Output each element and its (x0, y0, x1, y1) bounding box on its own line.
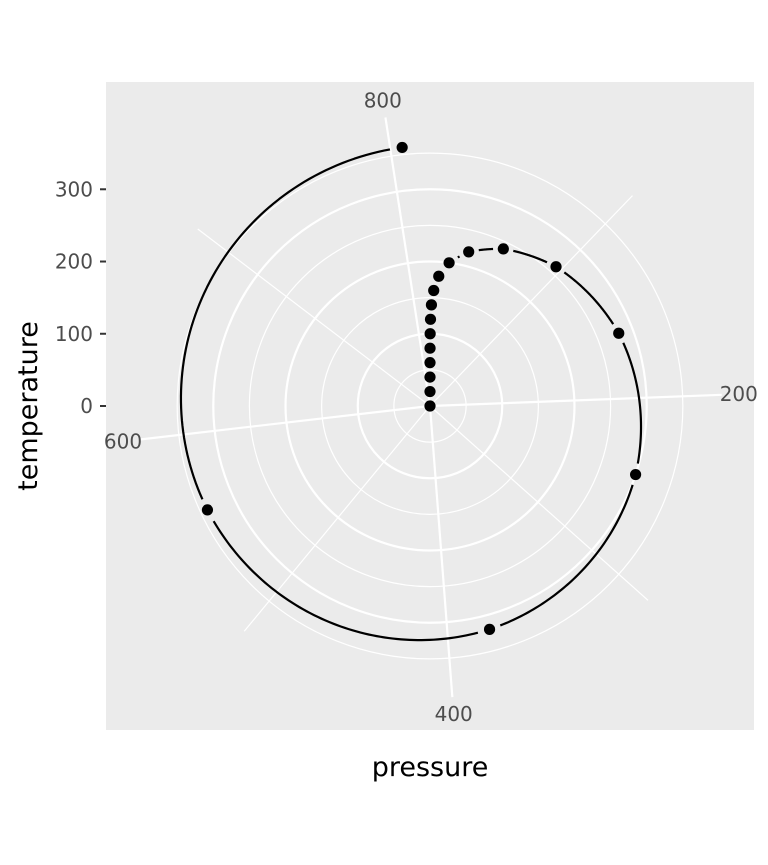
r-grid-minor-150 (321, 297, 539, 515)
data-point-4 (424, 342, 436, 354)
theta-grid-major-400 (428, 405, 454, 698)
theta-grid-minor-700 (197, 228, 431, 407)
data-point-5 (424, 328, 436, 340)
theta-tick-label-800: 800 (364, 89, 402, 113)
r-tick-label-0: 0 (80, 394, 93, 418)
data-point-12 (497, 243, 509, 255)
r-tick-label-200: 200 (55, 250, 93, 274)
data-point-3 (424, 357, 436, 369)
theta-tick-label-600: 600 (104, 429, 142, 453)
r-tick-label-300: 300 (55, 177, 93, 201)
theta-grid-major-600 (139, 404, 431, 441)
x-axis-title: pressure (372, 752, 489, 783)
theta-tick-labels: 200 400 600 800 (104, 89, 758, 726)
theta-tick-label-400: 400 (435, 702, 473, 726)
data-points (201, 141, 642, 635)
data-point-14 (613, 327, 625, 339)
data-point-10 (443, 257, 455, 269)
data-point-7 (425, 299, 438, 311)
data-point-8 (428, 284, 440, 297)
r-axis: 0 100 200 300 (55, 177, 106, 418)
data-point-9 (433, 270, 445, 282)
data-point-15 (629, 468, 642, 481)
y-axis-title: temperature (13, 321, 44, 491)
r-grid-minor-250 (248, 224, 612, 588)
r-grid-minor-50 (393, 369, 467, 443)
theta-grid-major-200 (429, 393, 722, 408)
data-path (179, 148, 643, 642)
r-tick-label-100: 100 (55, 322, 93, 346)
data-point-13 (550, 261, 562, 273)
data-point-6 (424, 313, 437, 325)
data-point-2 (424, 371, 436, 383)
r-grid-minor-350 (176, 152, 684, 660)
data-point-16 (483, 623, 496, 635)
theta-tick-label-200: 200 (720, 382, 758, 406)
r-grid-major-200 (284, 260, 576, 552)
data-line (179, 148, 643, 642)
data-point-1 (424, 385, 436, 398)
grid (139, 117, 722, 698)
theta-grid-minor-300 (429, 405, 649, 601)
data-point-18 (396, 141, 408, 154)
r-grid-major-300 (212, 188, 648, 624)
data-point-0 (424, 400, 436, 412)
theta-grid-major-800 (384, 117, 432, 407)
theta-grid-minor-500 (243, 405, 431, 632)
data-point-17 (201, 504, 214, 516)
data-point-11 (463, 246, 475, 258)
theta-grid-minor-100 (429, 195, 633, 407)
